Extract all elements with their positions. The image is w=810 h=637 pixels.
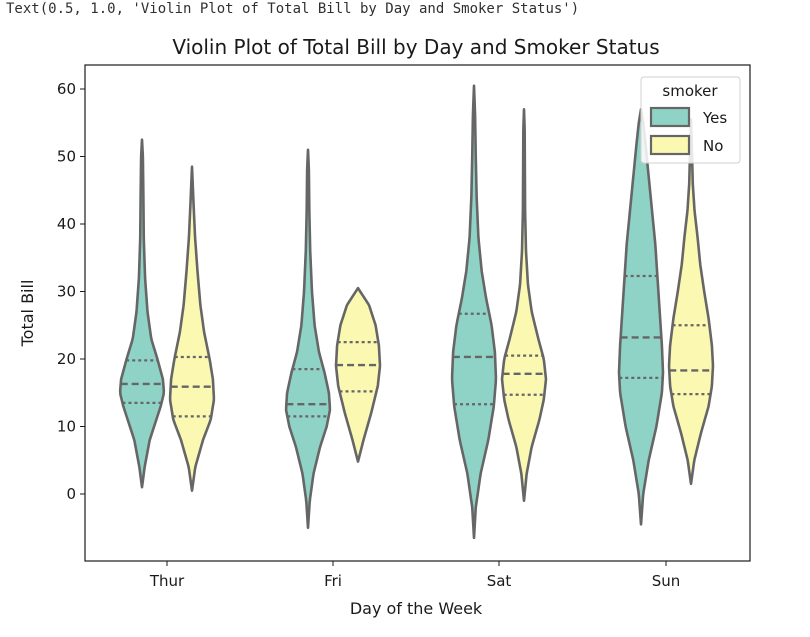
y-tick-label: 10 [57,418,76,436]
x-tick-label-sat: Sat [487,572,512,590]
legend-label: No [703,137,723,155]
x-axis-label: Day of the Week [350,599,483,618]
x-tick-label-fri: Fri [324,572,342,590]
legend: smoker Yes No [640,76,741,164]
x-tick-label-thur: Thur [149,572,185,590]
violin-body [168,165,216,492]
legend-label: Yes [702,109,727,127]
y-axis: 0 10 20 30 40 50 60 [57,80,85,503]
y-tick-label: 20 [57,350,76,368]
violin-thur-no [168,165,216,492]
y-tick-label: 50 [57,148,76,166]
violin-sat-yes [450,84,498,540]
violin-sat-no [500,107,548,503]
x-tick-label-sun: Sun [652,572,681,590]
violin-fri-no [334,286,382,463]
legend-entry-yes: Yes [649,106,727,128]
violin-body [334,286,382,463]
legend-entry-no: No [649,134,723,156]
y-tick-label: 0 [66,485,76,503]
y-axis-label: Total Bill [18,280,37,348]
output-repr-text: Text(0.5, 1.0, 'Violin Plot of Total Bil… [6,1,580,17]
y-tick-label: 30 [57,283,76,301]
legend-swatch [649,106,691,128]
violin-body [450,84,498,540]
legend-title: smoker [662,82,718,100]
violins-layer [118,84,715,540]
violin-fri-yes [284,148,332,530]
violin-body [284,148,332,530]
x-axis: Thur Fri Sat Sun [149,561,680,590]
y-tick-label: 60 [57,80,76,98]
violin-body [500,107,548,503]
legend-swatch [649,134,691,156]
chart-title: Violin Plot of Total Bill by Day and Smo… [172,35,659,59]
violin-thur-yes [118,138,166,489]
violin-body [118,138,166,489]
y-tick-label: 40 [57,215,76,233]
